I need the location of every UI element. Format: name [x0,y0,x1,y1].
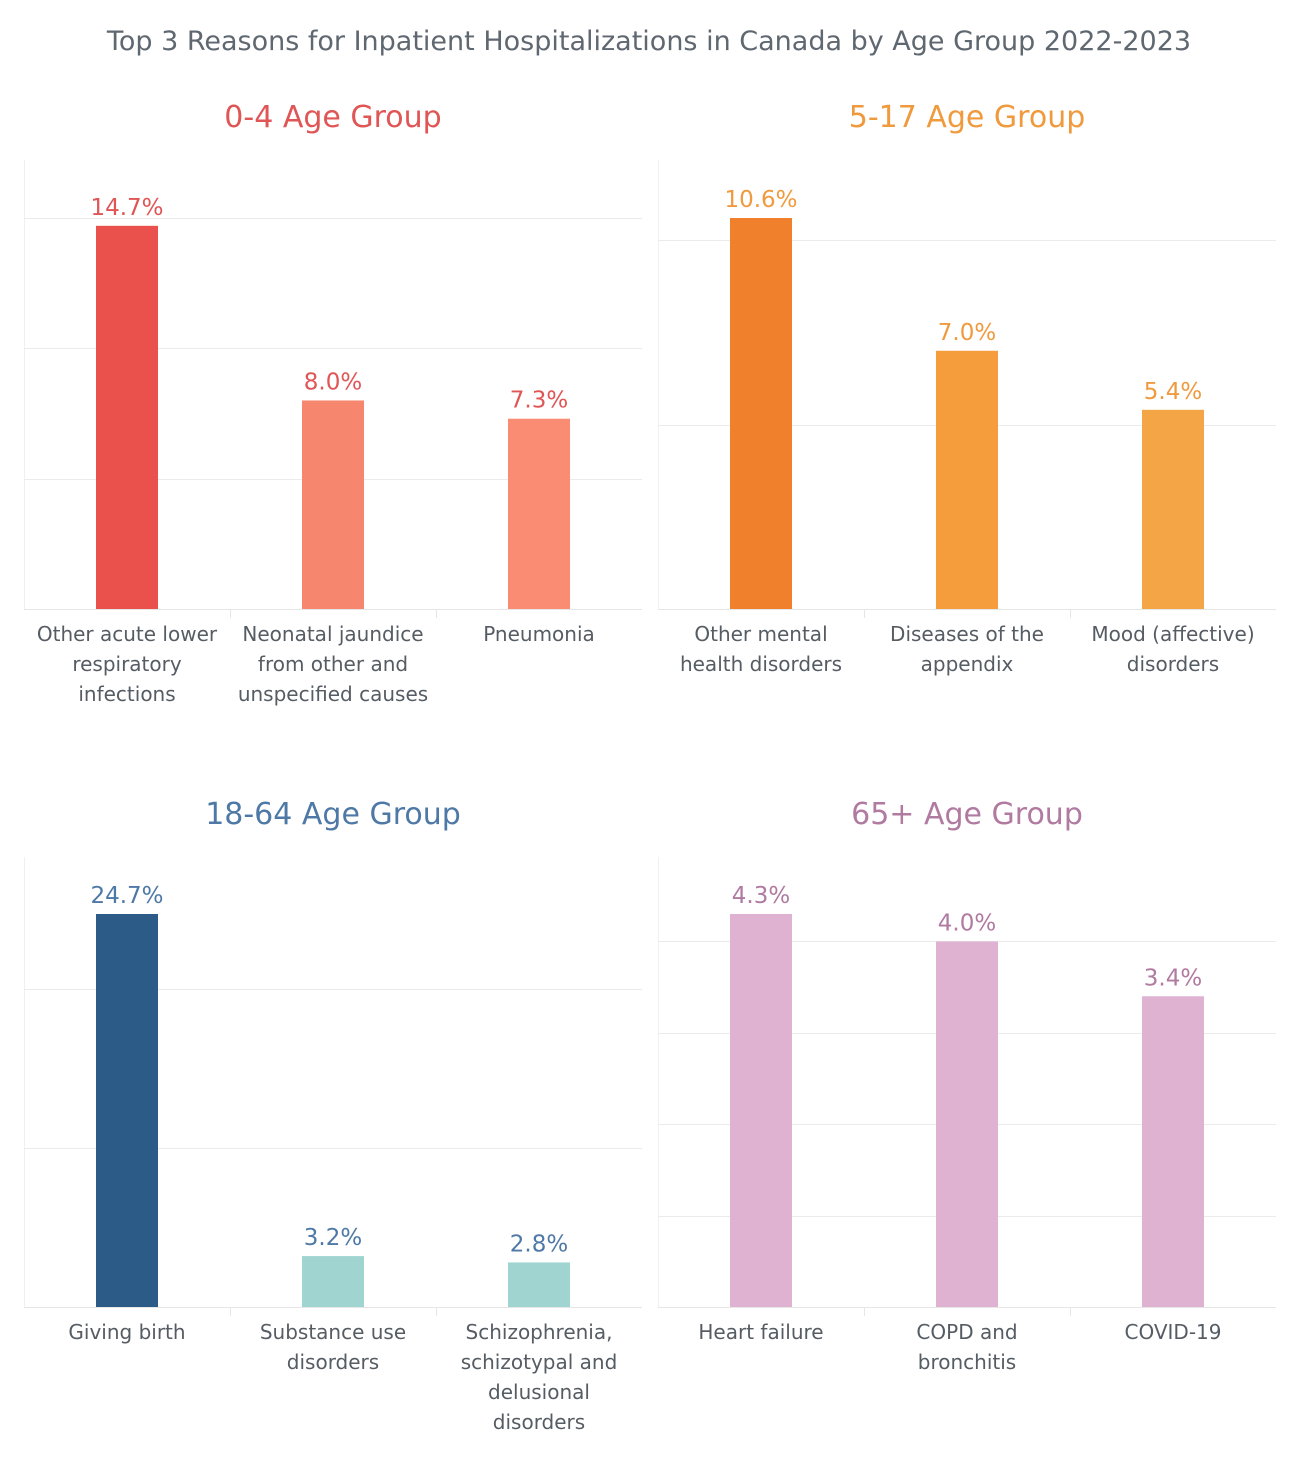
bar [730,914,792,1307]
panel-65-plus-age-group: 65+ Age Group 4.3% 4.0% 3.4% Heart failure… [658,797,1276,1477]
bar [96,914,158,1307]
data-label: 7.0% [938,320,996,346]
bar-chart-5-17: 10.6% 7.0% 5.4% [658,160,1276,618]
data-label: 2.8% [510,1231,568,1257]
category-label: Pneumonia [483,622,595,646]
category-label: Substance use disorders [259,1320,407,1374]
bar [508,1262,570,1307]
category-label: Giving birth [68,1320,186,1344]
category-label: COVID-19 [1124,1320,1222,1344]
category-label: COPD and bronchitis [916,1320,1018,1374]
bar-chart-0-4: 14.7% 8.0% 7.3% [24,160,642,618]
panel-18-64-age-group: 18-64 Age Group 24.7% 3.2% 2.8% Giving bir… [24,797,642,1477]
bar [302,400,364,609]
panel-title: 65+ Age Group [851,797,1083,832]
main-title: Top 3 Reasons for Inpatient Hospitalizat… [106,26,1192,57]
category-label: Other acute lower respiratory infections [36,622,218,706]
panel-5-17-age-group: 5-17 Age Group 10.6% 7.0% 5.4% Other menta… [658,100,1276,740]
panel-title: 5-17 Age Group [848,100,1086,135]
category-label: Schizophrenia, schizotypal and delusiona… [460,1320,618,1434]
bar [936,941,998,1307]
panel-0-4-age-group: 0-4 Age Group 14.7% 8.0% 7.3% Other acute … [24,100,642,740]
panel-title: 18-64 Age Group [205,797,461,832]
bar [96,225,158,609]
bar [730,218,792,609]
data-label: 5.4% [1144,379,1202,405]
bar-chart-65-plus: 4.3% 4.0% 3.4% [658,857,1276,1316]
data-label: 3.2% [304,1225,362,1251]
data-label: 24.7% [90,883,163,909]
bar-chart-18-64: 24.7% 3.2% 2.8% [24,857,642,1316]
category-label: Diseases of the appendix [890,622,1044,676]
data-label: 4.0% [938,910,996,936]
category-label: Mood (affective) disorders [1091,622,1255,676]
data-label: 4.3% [732,883,790,909]
bar [1142,996,1204,1307]
data-label: 14.7% [90,195,163,221]
category-label: Neonatal jaundice from other and unspeci… [237,622,429,706]
category-label: Heart failure [698,1320,824,1344]
data-label: 8.0% [304,369,362,395]
panel-title: 0-4 Age Group [224,100,442,135]
bar [936,350,998,609]
data-label: 10.6% [724,187,797,213]
data-label: 7.3% [510,388,568,414]
bar [302,1256,364,1307]
data-label: 3.4% [1144,965,1202,991]
category-label: Other mental health disorders [679,622,843,676]
bar [1142,409,1204,609]
bar [508,418,570,609]
